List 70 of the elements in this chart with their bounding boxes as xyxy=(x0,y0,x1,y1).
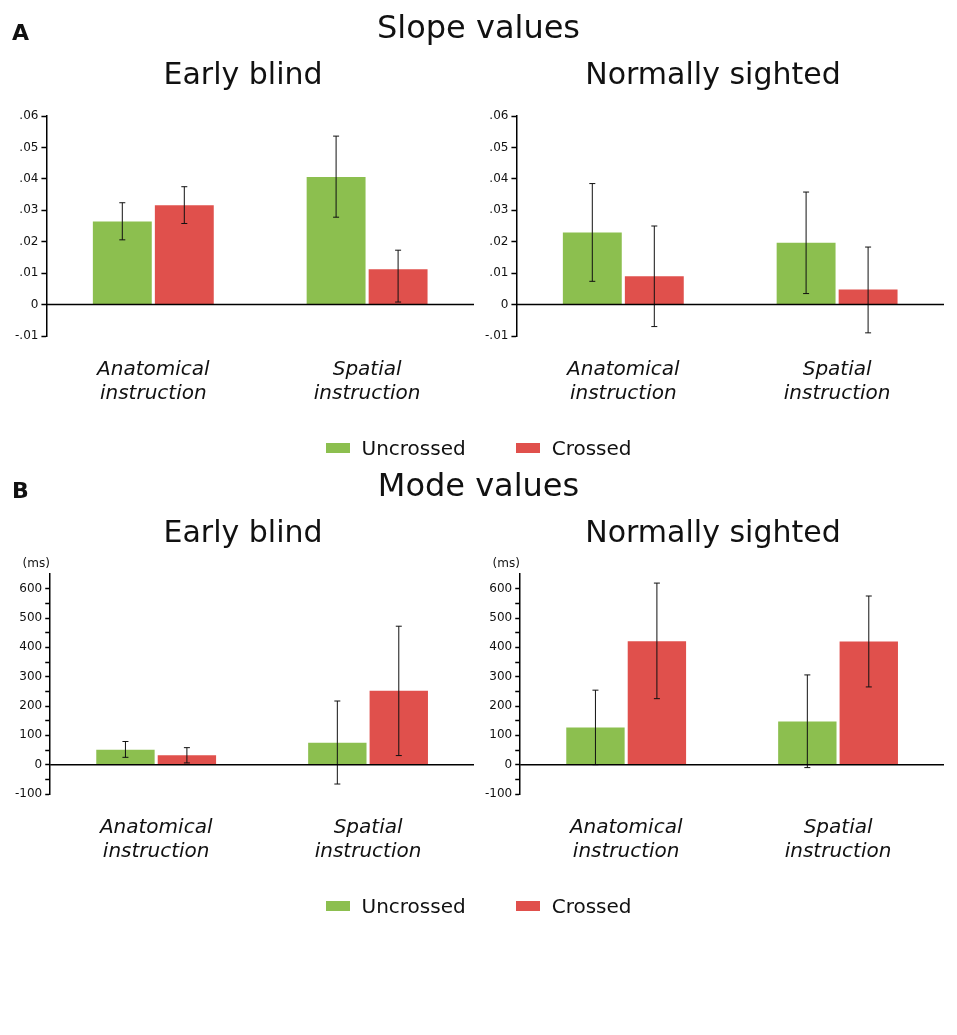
y-tick-label: .04 xyxy=(489,170,509,185)
text: A xyxy=(12,20,30,45)
x-tick-label: Anatomical instruction xyxy=(565,356,681,405)
y-tick-label: .02 xyxy=(489,233,509,248)
bar xyxy=(776,242,836,305)
x-tick-label: Spatial instruction xyxy=(784,814,892,863)
bar xyxy=(369,690,428,765)
y-tick-label: 200 xyxy=(19,698,43,713)
y-axis-title: (ms) xyxy=(22,556,50,571)
bar xyxy=(157,755,217,765)
y-axis-title: (ms) xyxy=(492,556,520,571)
y-tick-label: 0 xyxy=(34,756,43,771)
y-tick-label: .02 xyxy=(19,233,39,248)
chart-title: Normally sighted xyxy=(585,513,841,549)
y-tick-label: -100 xyxy=(15,786,43,801)
bar xyxy=(627,641,687,765)
bar xyxy=(562,232,622,305)
bar xyxy=(624,276,684,305)
y-tick-label: .03 xyxy=(489,202,509,217)
chart-title: Early blind xyxy=(163,513,323,549)
y-tick-label: 300 xyxy=(19,668,43,683)
bar xyxy=(839,641,898,765)
y-tick-label: 100 xyxy=(19,727,43,742)
x-tick-label: Spatial instruction xyxy=(783,356,891,405)
bar xyxy=(308,742,367,765)
x-tick-label: Anatomical instruction xyxy=(567,814,683,863)
text: Mode values xyxy=(377,466,580,504)
chart-title: Normally sighted xyxy=(585,55,841,91)
y-tick-label: 0 xyxy=(504,756,513,771)
bar xyxy=(154,205,214,305)
y-tick-label: 500 xyxy=(19,610,43,625)
legend-label: Crossed xyxy=(551,894,632,918)
bar xyxy=(96,749,155,765)
y-tick-label: 500 xyxy=(489,610,513,625)
legend-label: Crossed xyxy=(551,436,632,460)
x-tick-label: Spatial instruction xyxy=(313,356,421,405)
y-tick-label: 0 xyxy=(30,296,39,311)
x-tick-label: Anatomical instruction xyxy=(95,356,211,405)
y-tick-label: 200 xyxy=(489,698,513,713)
y-tick-label: 600 xyxy=(489,580,513,595)
text: B xyxy=(12,478,29,503)
y-tick-label: .05 xyxy=(19,139,39,154)
x-tick-label: Anatomical instruction xyxy=(97,814,213,863)
y-tick-label: 400 xyxy=(19,639,43,654)
y-tick-label: 100 xyxy=(489,727,513,742)
bar xyxy=(778,721,837,765)
y-tick-label: -100 xyxy=(485,786,513,801)
y-tick-label: .01 xyxy=(19,265,39,280)
bar xyxy=(368,269,428,305)
y-tick-label: 300 xyxy=(489,668,513,683)
y-tick-label: 600 xyxy=(19,580,43,595)
y-tick-label: .03 xyxy=(19,202,39,217)
y-tick-label: .06 xyxy=(489,108,509,123)
text: Slope values xyxy=(376,8,581,46)
legend-label: Uncrossed xyxy=(361,436,466,460)
y-tick-label: -.01 xyxy=(14,328,39,343)
chart-title: Early blind xyxy=(163,55,323,91)
y-tick-label: 400 xyxy=(489,639,513,654)
bar xyxy=(838,289,898,305)
y-tick-label: .01 xyxy=(489,265,509,280)
y-tick-label: 0 xyxy=(500,296,509,311)
bar xyxy=(92,221,152,305)
y-tick-label: -.01 xyxy=(484,328,509,343)
y-tick-label: .06 xyxy=(19,108,39,123)
legend-label: Uncrossed xyxy=(361,894,466,918)
y-tick-label: .04 xyxy=(19,170,39,185)
y-tick-label: .05 xyxy=(489,139,509,154)
bar xyxy=(306,176,366,305)
bar xyxy=(566,727,625,765)
x-tick-label: Spatial instruction xyxy=(314,814,422,863)
